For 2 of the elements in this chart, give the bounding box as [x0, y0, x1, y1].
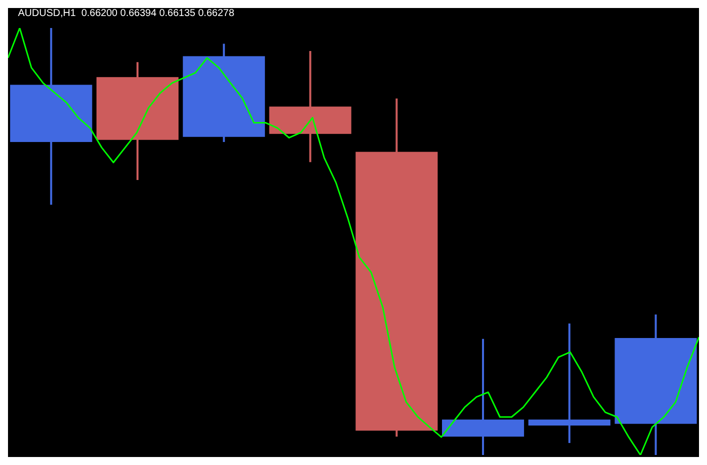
candlestick — [528, 322, 610, 444]
chart-title: AUDUSD,H1 0.66200 0.66394 0.66135 0.66278 — [18, 8, 234, 19]
